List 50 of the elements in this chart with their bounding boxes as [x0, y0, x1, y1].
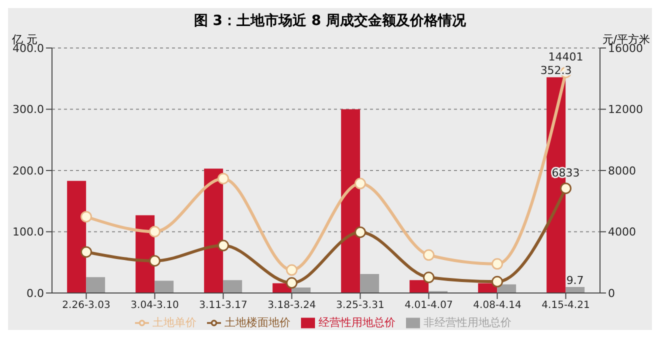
bar: [410, 280, 429, 293]
y2-axis-title: 元/平方米: [602, 32, 650, 46]
point: [218, 172, 229, 184]
x-tick-label: 2.26-3.03: [62, 300, 110, 312]
x-tick-label: 4.15-4.21: [542, 300, 590, 312]
bar: [86, 277, 106, 293]
y-tick-label: 300.0: [12, 103, 44, 116]
legend-label: 非经营性用地总价: [424, 316, 512, 329]
y-tick-label: 100.0: [12, 226, 44, 239]
bar: [204, 168, 224, 293]
bar: [566, 287, 585, 293]
point: [423, 249, 434, 261]
data-label: 6833: [552, 166, 580, 180]
point: [149, 255, 160, 267]
x-tick-label: 3.04-3.10: [130, 300, 179, 312]
point: [286, 277, 298, 289]
x-tick-label: 4.08-4.14: [473, 300, 522, 312]
bar: [154, 280, 174, 293]
point: [218, 240, 229, 252]
bar: [341, 109, 360, 293]
point: [560, 182, 572, 194]
y-tick-label: 200.0: [12, 164, 44, 178]
x-tick-label: 3.18-3.24: [268, 300, 316, 312]
bar: [67, 180, 86, 293]
data-label: 352.3: [540, 64, 572, 78]
point: [423, 272, 434, 284]
chart-title: 图 3：土地市场近 8 周成交金额及价格情况: [192, 12, 468, 31]
y2-tick-label: 8000: [608, 164, 636, 178]
legend-label: 土地楼面地价: [224, 316, 290, 329]
data-label: 14401: [548, 50, 584, 64]
y2-tick-label: 0: [608, 286, 615, 300]
x-tick-label: 4.01-4.07: [404, 300, 453, 312]
point: [354, 178, 366, 190]
bar: [360, 274, 380, 293]
point: [80, 210, 92, 222]
point: [149, 226, 160, 238]
data-label: 9.7: [566, 274, 584, 288]
legend-label: 土地单价: [152, 316, 196, 329]
point: [354, 226, 366, 238]
x-tick-label: 3.11-3.17: [199, 300, 248, 312]
point: [286, 264, 298, 276]
legend-label: 经营性用地总价: [318, 316, 396, 329]
point: [492, 276, 503, 288]
point: [492, 258, 503, 270]
point: [80, 246, 92, 258]
x-tick-label: 3.25-3.31: [336, 300, 384, 312]
bar: [223, 280, 242, 293]
y-tick-label: 0.0: [26, 286, 44, 300]
y2-tick-label: 12000: [608, 103, 643, 116]
y2-tick-label: 4000: [608, 226, 636, 239]
